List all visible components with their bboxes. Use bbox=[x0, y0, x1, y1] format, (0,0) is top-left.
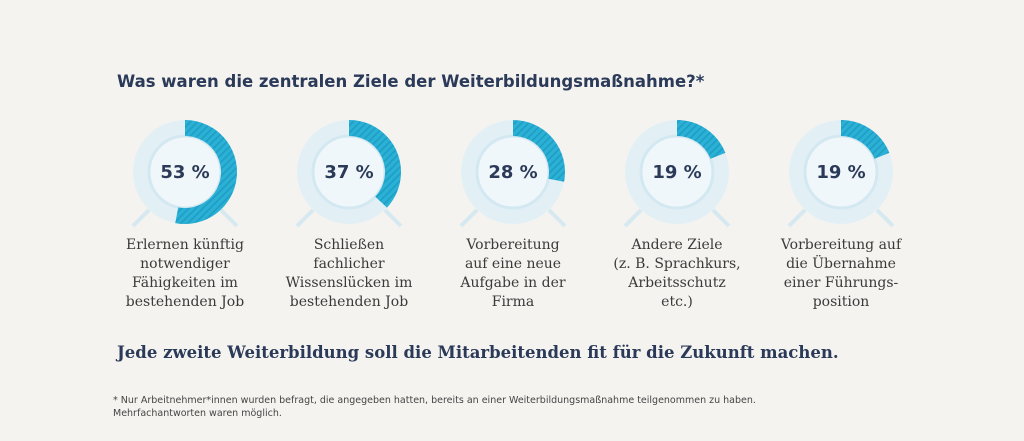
ring-segment bbox=[513, 120, 565, 182]
category-label: Andere Ziele (z. B. Sprachkurs, Arbeitss… bbox=[613, 237, 741, 310]
stand bbox=[547, 208, 567, 228]
ring-segment bbox=[349, 120, 401, 208]
footnote: * Nur Arbeitnehmer*innen wurden befragt,… bbox=[113, 395, 756, 419]
ring-segment bbox=[175, 120, 238, 224]
category-label: Schließen fachlicher Wissenslücken im be… bbox=[285, 237, 413, 310]
value-label: 19 % bbox=[816, 162, 865, 183]
stand bbox=[711, 208, 731, 228]
value-label: 37 % bbox=[324, 162, 373, 183]
stand bbox=[131, 208, 151, 228]
stand bbox=[383, 208, 403, 228]
stand bbox=[295, 208, 315, 228]
stand bbox=[459, 208, 479, 228]
category-label: Vorbereitung auf die Übernahme einer Füh… bbox=[780, 237, 902, 310]
ring-segment bbox=[677, 120, 726, 159]
stand bbox=[787, 208, 807, 228]
stand bbox=[623, 208, 643, 228]
category-label: Erlernen künftig notwendiger Fähigkeiten… bbox=[125, 237, 245, 310]
stand bbox=[219, 208, 239, 228]
ring-segment bbox=[841, 120, 890, 159]
category-label: Vorbereitung auf eine neue Aufgabe in de… bbox=[460, 237, 566, 310]
chart-title: Was waren die zentralen Ziele der Weiter… bbox=[117, 72, 705, 91]
stand bbox=[875, 208, 895, 228]
subtitle: Jede zweite Weiterbildung soll die Mitar… bbox=[117, 343, 839, 362]
value-label: 19 % bbox=[652, 162, 701, 183]
value-label: 28 % bbox=[488, 162, 537, 183]
value-label: 53 % bbox=[160, 162, 209, 183]
